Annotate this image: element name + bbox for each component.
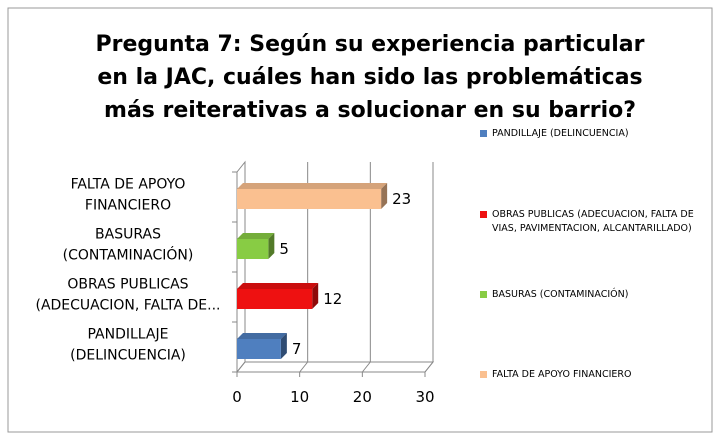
x-tick-label: 0 bbox=[232, 388, 242, 406]
legend-label: OBRAS PUBLICAS (ADECUACION, FALTA DE VIA… bbox=[492, 209, 694, 234]
bar-top bbox=[237, 333, 287, 339]
bar-end bbox=[312, 283, 319, 309]
data-label: 5 bbox=[279, 240, 289, 258]
legend-swatch bbox=[480, 291, 487, 298]
x-tick-label: 10 bbox=[290, 388, 309, 406]
legend-entry: BASURAS (CONTAMINACIÓN) bbox=[480, 288, 697, 302]
legend-swatch bbox=[480, 211, 487, 218]
chart-border bbox=[7, 7, 713, 433]
grid-line bbox=[424, 162, 434, 373]
bar-end bbox=[280, 333, 287, 359]
chart-title: Pregunta 7: Según su experiencia particu… bbox=[95, 32, 645, 123]
grid-line bbox=[361, 162, 371, 373]
bar-top bbox=[237, 183, 388, 189]
y-tick-label: OBRAS PUBLICAS (ADECUACION, FALTA DE... bbox=[35, 277, 220, 314]
data-label: 12 bbox=[323, 290, 342, 308]
y-tick-label: FALTA DE APOYO FINANCIERO bbox=[71, 177, 186, 214]
legend-swatch bbox=[480, 371, 487, 378]
floor bbox=[235, 361, 435, 373]
y-tick-label: PANDILLAJE (DELINCUENCIA) bbox=[70, 327, 186, 364]
bar-top bbox=[237, 283, 319, 289]
x-tick-label: 30 bbox=[415, 388, 434, 406]
legend-swatch bbox=[480, 130, 487, 137]
bar bbox=[237, 239, 269, 259]
legend-entry: FALTA DE APOYO FINANCIERO bbox=[480, 368, 697, 382]
legend-label: PANDILLAJE (DELINCUENCIA) bbox=[492, 128, 629, 139]
bar bbox=[237, 189, 382, 209]
grid-line bbox=[236, 162, 246, 373]
bar-top bbox=[237, 233, 275, 239]
legend-label: FALTA DE APOYO FINANCIERO bbox=[492, 369, 632, 380]
bar-end bbox=[268, 233, 275, 259]
legend-label: BASURAS (CONTAMINACIÓN) bbox=[492, 289, 629, 300]
bar-end bbox=[381, 183, 388, 209]
y-tick-label: BASURAS (CONTAMINACIÓN) bbox=[63, 227, 194, 264]
legend-entry: OBRAS PUBLICAS (ADECUACION, FALTA DE VIA… bbox=[480, 208, 697, 236]
legend-entry: PANDILLAJE (DELINCUENCIA) bbox=[480, 127, 697, 141]
data-label: 7 bbox=[292, 340, 302, 358]
x-tick-label: 20 bbox=[353, 388, 372, 406]
data-label: 23 bbox=[392, 190, 411, 208]
grid-line bbox=[299, 162, 309, 373]
bar bbox=[237, 289, 313, 309]
bar bbox=[237, 339, 281, 359]
